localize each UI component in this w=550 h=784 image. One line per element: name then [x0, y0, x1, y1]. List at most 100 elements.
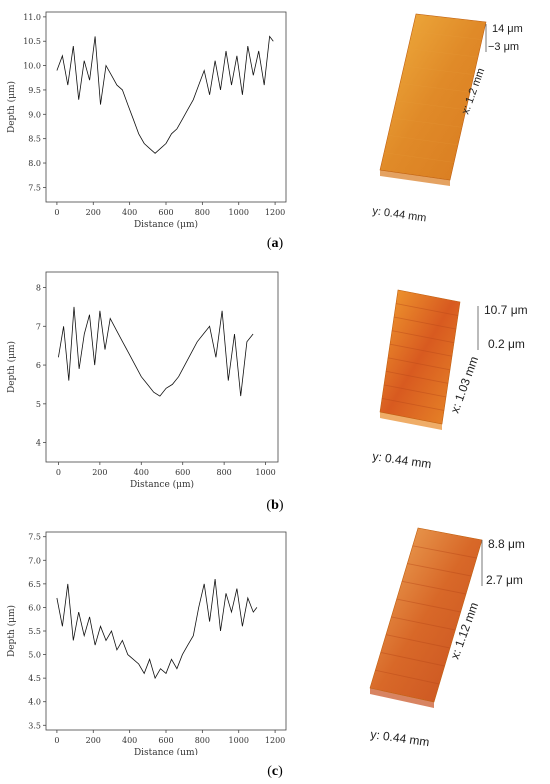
- x-tick-label: 1000: [255, 468, 275, 477]
- depth-profile-line: [58, 306, 254, 397]
- surface-top: [379, 289, 461, 425]
- depth-profile-chart-a: 0 200 400 600 800 1000 1200 7.5 8.0 8.5 9.0 9.5 10.0…: [6, 11, 287, 230]
- surface-texture: [395, 303, 459, 316]
- x-tick-label: 0: [54, 208, 59, 217]
- surface-texture: [385, 634, 451, 649]
- height-max-label: 10.7 μm: [484, 303, 528, 317]
- y-tick-label: 5.0: [28, 651, 41, 660]
- y-tick-label: 3.5: [28, 721, 41, 730]
- caption-c: (c): [267, 764, 283, 779]
- surface-texture: [403, 65, 475, 75]
- y-tick-label: 7.5: [28, 183, 41, 192]
- y-tick-label: 10.5: [23, 37, 41, 46]
- x-axis-title: Distance (μm): [134, 747, 198, 755]
- y-tick-label: 5.5: [28, 627, 41, 636]
- x-tick-label: 400: [122, 208, 137, 217]
- caption-a: (a): [266, 236, 284, 251]
- x-tick-label: 400: [134, 468, 149, 477]
- surface-texture: [389, 343, 453, 357]
- plot-frame: [45, 11, 287, 203]
- depth-profile-chart-b: 0 200 400 600 800 1000 4 5 6 7 8 Distance (μm) Depth…: [6, 271, 279, 490]
- surface-texture: [380, 652, 445, 667]
- x-tick-label: 800: [217, 468, 232, 477]
- surface-3d-view-c: 8.8 μm2.7 μmx: 1.12 mmy: 0.44 mm: [370, 527, 525, 749]
- y-axis-title: Depth (μm): [6, 605, 17, 657]
- caption-b: (b): [266, 498, 284, 513]
- plot-frame: [45, 271, 279, 463]
- x-tick-label: 800: [195, 736, 210, 745]
- surface-3d-view-a: 14 μm−3 μmx: 1.2 mmy: 0.44 mm: [372, 13, 523, 225]
- y-axis-title: Depth (μm): [6, 81, 17, 133]
- x-tick-label: 600: [158, 208, 173, 217]
- surface-texture: [391, 616, 456, 631]
- y-tick-label: 9.0: [28, 110, 41, 119]
- y-tick-label: 4.5: [28, 674, 41, 683]
- surface-texture: [383, 152, 455, 163]
- surface-texture: [391, 330, 455, 344]
- x-dimension-label: x: 1.03 mm: [448, 354, 481, 415]
- surface-texture: [411, 31, 483, 40]
- x-tick-label: 200: [86, 736, 101, 745]
- surface-top: [379, 13, 487, 181]
- depth-profile-chart-c: 0 200 400 600 800 1000 1200 3.5 4.0 4.5 5.0 5.5 6.0 6…: [6, 531, 287, 755]
- surface-side: [370, 688, 434, 708]
- surface-side: [380, 412, 442, 430]
- x-tick-label: 800: [195, 208, 210, 217]
- surface-texture: [387, 357, 451, 371]
- panel-b: 0 200 400 600 800 1000 4 5 6 7 8 Distance (μm) Depth…: [0, 262, 550, 520]
- surface-3d-view-b: 10.7 μm 0.2 μm x: 1.03 mm y: 0.44 mm: [372, 289, 528, 471]
- height-max-label: 14 μm: [492, 23, 523, 35]
- surface-texture: [385, 370, 449, 384]
- x-tick-label: 1000: [229, 736, 249, 745]
- surface-texture: [412, 545, 477, 559]
- x-tick-label: 1200: [265, 736, 285, 745]
- surface-texture: [399, 83, 471, 93]
- y-tick-label: 4.0: [28, 698, 41, 707]
- x-tick-label: 1200: [265, 208, 285, 217]
- x-tick-label: 600: [158, 736, 173, 745]
- panel-a: 0 200 400 600 800 1000 1200 7.5 8.0 8.5 9.0 9.5 10.0…: [0, 0, 550, 262]
- y-tick-label: 7.0: [28, 556, 41, 565]
- panel-c: 0 200 400 600 800 1000 1200 3.5 4.0 4.5 5.0 5.5 6.0 6…: [0, 520, 550, 784]
- surface-texture: [387, 135, 459, 146]
- surface-texture: [375, 669, 440, 685]
- depth-profile-line: [56, 35, 274, 154]
- x-tick-label: 200: [92, 468, 107, 477]
- y-tick-label: 8: [36, 284, 41, 293]
- surface-texture: [381, 398, 445, 411]
- y-tick-label: 7.5: [28, 533, 41, 542]
- y-dimension-label: y: 0.44 mm: [372, 449, 433, 471]
- y-tick-label: 6.5: [28, 580, 41, 589]
- x-tick-label: 0: [56, 468, 61, 477]
- surface-texture: [407, 48, 479, 58]
- y-dimension-label: y: 0.44 mm: [372, 205, 428, 224]
- surface-texture: [391, 117, 463, 128]
- x-tick-label: 0: [54, 736, 59, 745]
- caption-letter-c: c: [271, 764, 279, 779]
- y-dimension-label: y: 0.44 mm: [370, 727, 431, 749]
- height-min-label: 0.2 μm: [488, 337, 525, 351]
- y-axis-title: Depth (μm): [6, 341, 17, 393]
- surface-texture: [401, 580, 467, 595]
- height-min-label: −3 μm: [488, 41, 519, 53]
- y-tick-label: 4: [36, 439, 41, 448]
- surface-texture: [396, 598, 461, 613]
- x-tick-label: 600: [175, 468, 190, 477]
- surface-texture: [395, 100, 467, 110]
- x-tick-label: 400: [122, 736, 137, 745]
- y-tick-label: 6: [36, 361, 41, 370]
- height-min-label: 2.7 μm: [486, 573, 523, 587]
- plot-frame: [45, 531, 287, 731]
- y-tick-label: 5: [36, 400, 41, 409]
- surface-texture: [393, 316, 457, 330]
- depth-profile-line: [56, 579, 258, 680]
- surface-texture: [383, 384, 447, 398]
- height-max-label: 8.8 μm: [488, 537, 525, 551]
- y-tick-label: 9.5: [28, 86, 41, 95]
- caption-letter-b: b: [271, 498, 279, 513]
- surface-side: [380, 170, 450, 186]
- caption-letter-a: a: [271, 236, 279, 251]
- y-tick-label: 8.0: [28, 159, 41, 168]
- surface-texture: [407, 563, 472, 577]
- y-tick-label: 11.0: [23, 13, 41, 22]
